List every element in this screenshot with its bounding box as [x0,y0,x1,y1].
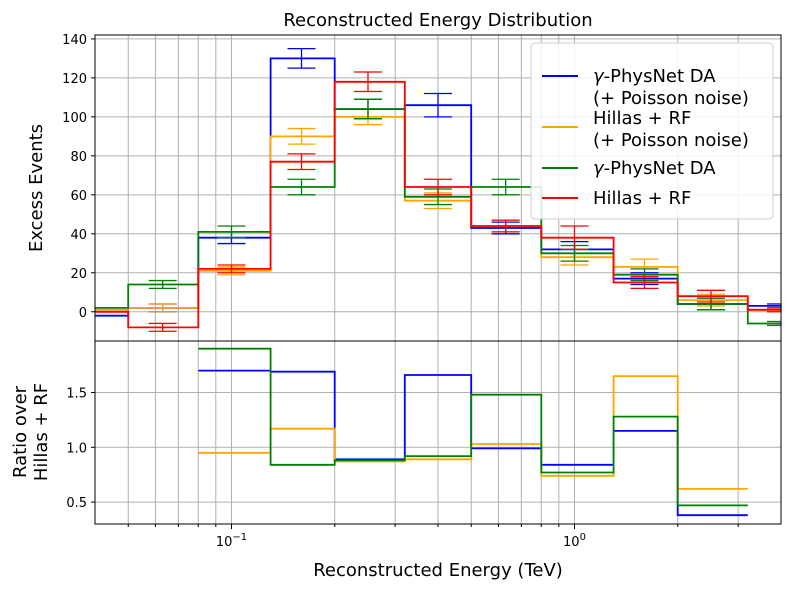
top-y-tick-label: 20 [70,267,87,282]
legend-label-gpn: γ-PhysNet DA [593,158,716,179]
top-grid [95,35,781,341]
top-y-ticks: 0 20 40 60 80 100 120 140 [62,33,95,321]
bottom-panel: 0.5 1.0 1.5 10−1 100 Ratio over Hillas + RF… [10,340,782,581]
legend-label-hillas: Hillas + RF [593,188,691,209]
bottom-axes-frame [94,340,782,525]
top-y-tick-label: 140 [62,33,87,48]
bottom-series-layer [198,347,748,517]
bottom-x-ticks: 10−1 100 [127,524,739,550]
legend-label-hillas-noise: Hillas + RF [593,108,691,129]
top-y-tick-label: 40 [70,228,87,243]
legend-label-hillas-noise-line2: (+ Poisson noise) [593,130,749,151]
top-y-tick-label: 120 [62,72,87,87]
legend-box [530,42,774,220]
bottom-y-tick-label: 0.5 [66,496,87,511]
bottom-grid [95,341,781,524]
x-tick-label: 100 [563,532,586,550]
top-y-tick-label: 100 [62,111,87,126]
legend-label-gpn-noise: γ-PhysNet DA [593,66,716,87]
bottom-y-axis-label-line2: Hillas + RF [31,383,52,481]
bottom-y-tick-label: 1.0 [66,441,87,456]
bottom-y-axis-label-line1: Ratio over [10,385,31,478]
bottom-y-tick-label: 1.5 [66,387,87,402]
top-y-axis-label: Excess Events [26,124,47,252]
ratio-series-line-2 [198,347,748,507]
top-y-tick-label: 0 [79,306,87,321]
bottom-y-ticks: 0.5 1.0 1.5 [66,387,95,511]
top-series-layer [95,47,782,332]
top-y-tick-label: 60 [70,189,87,204]
x-axis-label: Reconstructed Energy (TeV) [313,560,563,581]
legend: γ-PhysNet DA (+ Poisson noise) Hillas + … [530,42,774,220]
legend-label-gpn-noise-line2: (+ Poisson noise) [593,88,749,109]
top-y-tick-label: 80 [70,150,87,165]
x-tick-label: 10−1 [216,532,247,550]
chart-title: Reconstructed Energy Distribution [283,10,592,31]
